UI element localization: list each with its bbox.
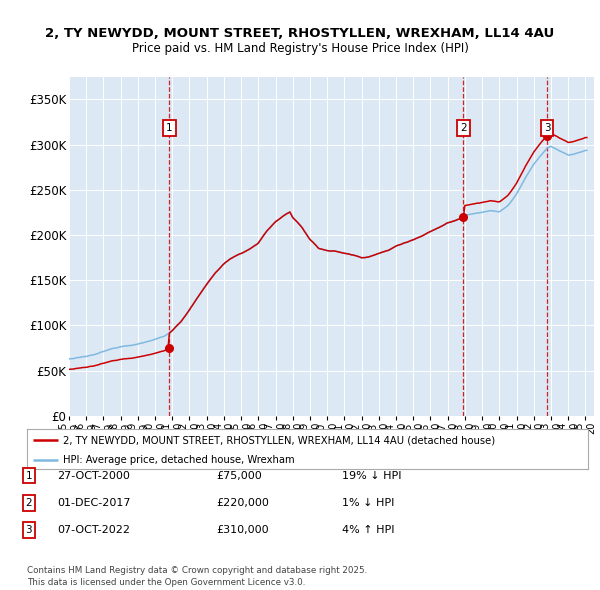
Text: 3: 3 [544, 123, 550, 133]
Text: 4% ↑ HPI: 4% ↑ HPI [342, 525, 395, 535]
Text: Contains HM Land Registry data © Crown copyright and database right 2025.
This d: Contains HM Land Registry data © Crown c… [27, 566, 367, 587]
Text: Price paid vs. HM Land Registry's House Price Index (HPI): Price paid vs. HM Land Registry's House … [131, 42, 469, 55]
Text: 2: 2 [460, 123, 467, 133]
Text: 01-DEC-2017: 01-DEC-2017 [57, 498, 131, 507]
Text: 2, TY NEWYDD, MOUNT STREET, RHOSTYLLEN, WREXHAM, LL14 4AU (detached house): 2, TY NEWYDD, MOUNT STREET, RHOSTYLLEN, … [64, 435, 496, 445]
Text: 19% ↓ HPI: 19% ↓ HPI [342, 471, 401, 480]
Text: 07-OCT-2022: 07-OCT-2022 [57, 525, 130, 535]
Text: £220,000: £220,000 [216, 498, 269, 507]
Text: HPI: Average price, detached house, Wrexham: HPI: Average price, detached house, Wrex… [64, 455, 295, 466]
Text: £75,000: £75,000 [216, 471, 262, 480]
Text: 2: 2 [25, 498, 32, 507]
Text: 1: 1 [166, 123, 173, 133]
Text: 1: 1 [25, 471, 32, 480]
Text: £310,000: £310,000 [216, 525, 269, 535]
Text: 27-OCT-2000: 27-OCT-2000 [57, 471, 130, 480]
Text: 3: 3 [25, 525, 32, 535]
Text: 1% ↓ HPI: 1% ↓ HPI [342, 498, 394, 507]
Text: 2, TY NEWYDD, MOUNT STREET, RHOSTYLLEN, WREXHAM, LL14 4AU: 2, TY NEWYDD, MOUNT STREET, RHOSTYLLEN, … [46, 27, 554, 40]
